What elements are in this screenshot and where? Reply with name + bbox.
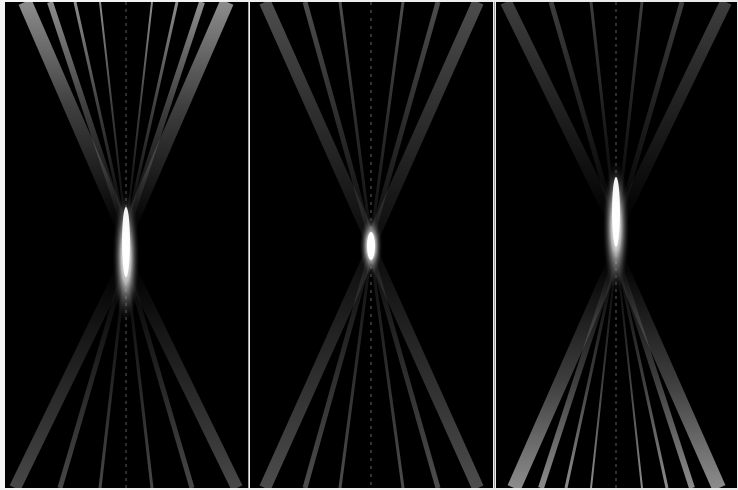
- beam-pattern-3: [496, 2, 737, 488]
- panel-divider: [248, 2, 249, 488]
- beam-pattern-2: [250, 2, 493, 488]
- panel-bottom-focus: [496, 2, 737, 488]
- panel-top-focus: [5, 2, 248, 488]
- panel-center-focus: [250, 2, 493, 488]
- beam-pattern-1: [5, 2, 248, 488]
- panel-divider: [494, 2, 495, 488]
